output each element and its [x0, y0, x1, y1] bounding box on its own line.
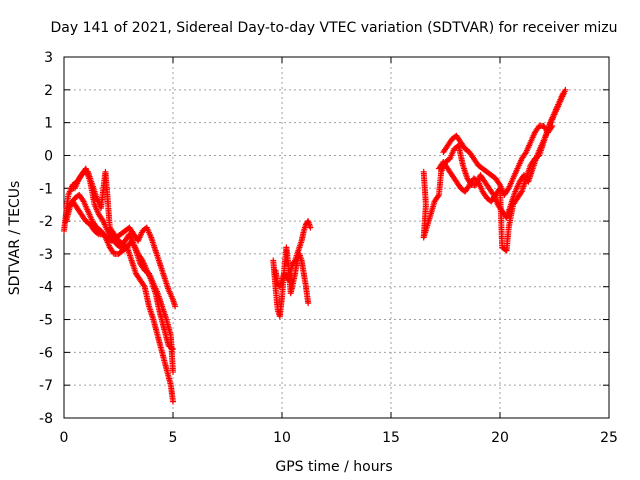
x-tick-label: 5: [169, 430, 178, 446]
data-marks: [61, 86, 569, 405]
y-tick-label: -3: [39, 247, 53, 263]
plus-marker: [291, 258, 298, 265]
plus-marker: [172, 303, 179, 310]
y-tick-label: -1: [39, 181, 53, 197]
y-tick-label: -2: [39, 214, 53, 230]
y-tick-label: 2: [44, 83, 53, 99]
plus-marker: [305, 300, 312, 307]
x-tick-label: 10: [273, 430, 291, 446]
plus-marker: [307, 224, 314, 231]
x-axis-label: GPS time / hours: [275, 459, 392, 475]
y-tick-label: 3: [44, 50, 53, 66]
series-track-9: [440, 122, 556, 198]
y-tick-label: -8: [39, 411, 53, 427]
plus-marker: [170, 369, 176, 376]
series-track-8: [435, 86, 569, 254]
grid: [64, 57, 609, 418]
plus-marker: [562, 86, 569, 93]
chart-title: Day 141 of 2021, Sidereal Day-to-day VTE…: [51, 20, 618, 36]
y-tick-label: 0: [44, 148, 53, 164]
series-track-6: [272, 218, 314, 290]
plus-marker: [548, 124, 555, 131]
x-tick-label: 20: [491, 430, 509, 446]
y-tick-label: -5: [39, 313, 53, 329]
series-track-4: [67, 168, 176, 376]
plus-marker: [170, 398, 176, 405]
y-axis-label: SDTVAR / TECUs: [7, 181, 23, 296]
series-track-3: [65, 198, 179, 310]
series-track-2: [63, 191, 176, 405]
y-tick-label: 1: [44, 116, 53, 132]
y-tick-label: -7: [39, 378, 53, 394]
x-tick-label: 25: [600, 430, 618, 446]
y-tick-label: -4: [39, 280, 53, 296]
plus-marker: [549, 122, 556, 129]
plus-marker: [140, 282, 147, 289]
x-tick-label: 0: [60, 430, 69, 446]
y-tick-label: -6: [39, 345, 53, 361]
x-tick-label: 15: [382, 430, 400, 446]
plot-frame: [63, 56, 610, 419]
plus-marker: [435, 193, 442, 200]
